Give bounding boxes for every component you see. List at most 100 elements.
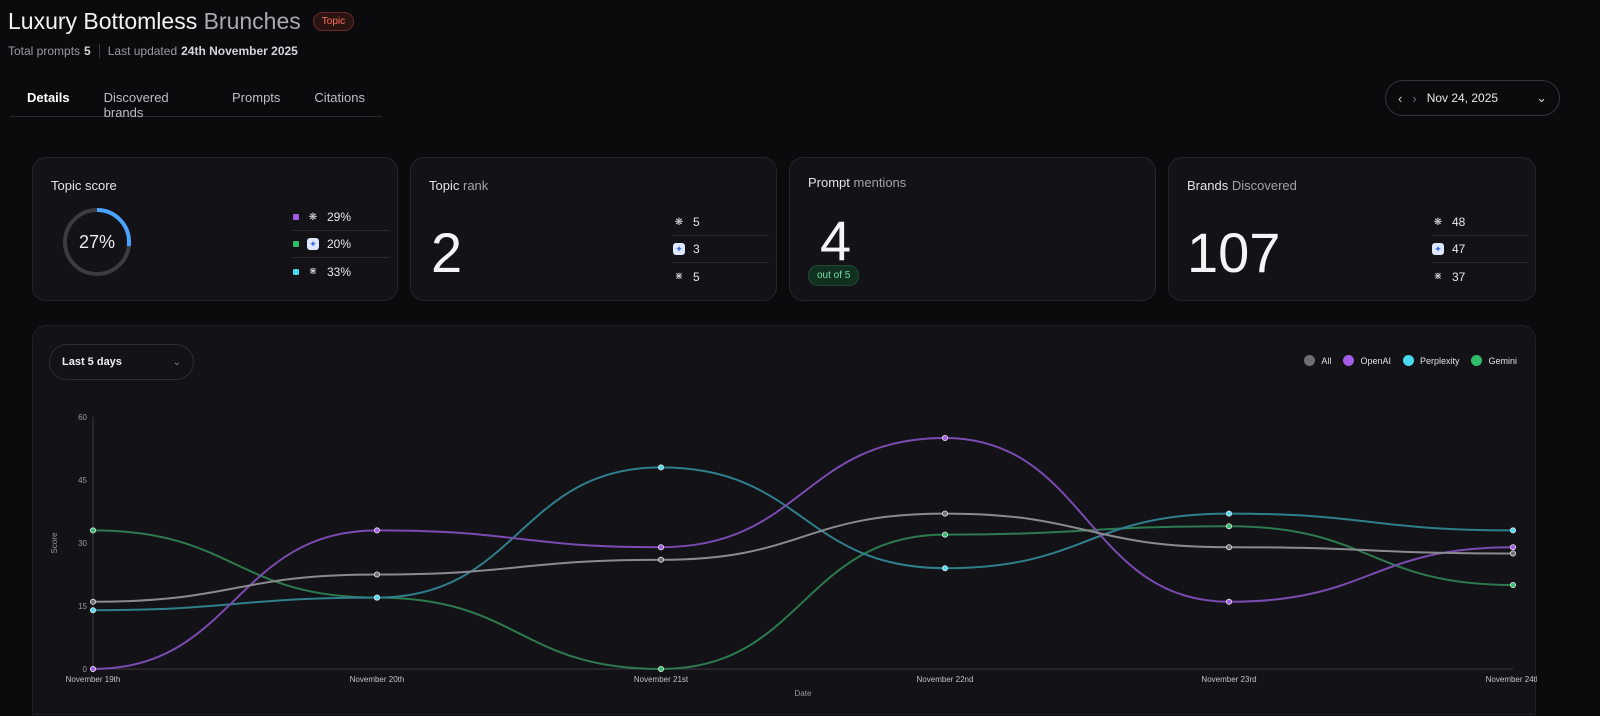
score-chart-card: Last 5 days ⌄ All OpenAI Perplexity Gemi… <box>32 325 1537 715</box>
breakdown-row-perplexity: ⋇ 5 <box>673 263 769 290</box>
x-tick-label: November 24th <box>1486 675 1537 684</box>
x-tick-label: November 21st <box>634 675 689 684</box>
breakdown-value: 33% <box>327 264 352 279</box>
topic-score-value: 27% <box>78 231 116 252</box>
y-tick-label: 0 <box>83 665 88 674</box>
data-point-all <box>373 571 380 578</box>
prompt-mentions-value: 4 <box>820 209 852 272</box>
gemini-icon: ✦ <box>1432 243 1444 255</box>
title-main: Luxury Bottomless <box>8 8 198 34</box>
y-tick-label: 45 <box>78 476 87 485</box>
series-line-perplexity <box>92 466 1514 612</box>
breakdown-value: 29% <box>327 210 352 224</box>
legend-label: Perplexity <box>1419 355 1460 366</box>
breakdown-row-openai: ❋ 29% <box>293 204 389 231</box>
chart-legend: All OpenAI Perplexity Gemini <box>1304 355 1517 366</box>
data-point-perplexity <box>1226 510 1233 517</box>
score-ring-progress <box>63 208 131 276</box>
date-picker[interactable]: ‹ › Nov 24, 2025 ⌄ <box>1385 80 1560 116</box>
tab-prompts[interactable]: Prompts <box>232 90 281 105</box>
data-point-gemini <box>1226 523 1233 530</box>
legend-item-openai[interactable]: OpenAI <box>1343 355 1391 366</box>
data-point-openai <box>373 527 380 534</box>
breakdown-value: 5 <box>693 215 700 229</box>
breakdown-value: 37 <box>1452 269 1466 284</box>
topic-score-card: Topic score 27% ❋ 29% ✦ 20% ⋇ 33% <box>32 157 398 301</box>
series-line-openai <box>92 436 1514 670</box>
topic-rank-value: 2 <box>431 221 463 284</box>
legend-dot <box>1402 355 1414 366</box>
card-title: Topic score <box>51 178 117 193</box>
title-light: Brunches <box>203 8 301 34</box>
topic-badge: Topic <box>312 12 355 31</box>
data-point-gemini <box>90 527 97 534</box>
data-point-openai <box>1226 598 1233 605</box>
tab-discovered-brands[interactable]: Discovered brands <box>103 90 169 120</box>
last-updated-value: 24th November 2025 <box>181 44 298 58</box>
legend-label: All <box>1321 355 1332 366</box>
card-title-main: Topic <box>51 178 82 193</box>
header-meta: Total prompts 5 Last updated 24th Novemb… <box>8 44 354 58</box>
data-point-gemini <box>658 665 665 672</box>
topic-score-breakdown: ❋ 29% ✦ 20% ⋇ 33% <box>293 204 389 285</box>
legend-item-perplexity[interactable]: Perplexity <box>1402 355 1460 366</box>
score-ring <box>63 208 131 276</box>
perplexity-icon: ⋇ <box>1433 271 1443 282</box>
openai-icon: ❋ <box>308 211 318 223</box>
total-prompts-label: Total prompts <box>8 44 81 58</box>
card-title-main: Brands <box>1187 178 1229 193</box>
breakdown-value: 20% <box>327 237 352 251</box>
brands-breakdown: ❋ 48 ✦ 47 ⋇ 37 <box>1432 209 1528 290</box>
card-title: Prompt mentions <box>808 175 906 190</box>
breakdown-row-gemini: ✦ 20% <box>293 231 389 258</box>
chevron-right-icon[interactable]: › <box>1412 90 1417 106</box>
openai-icon: ❋ <box>674 216 684 228</box>
tab-details[interactable]: Details <box>27 90 70 105</box>
chevron-left-icon[interactable]: ‹ <box>1398 90 1403 106</box>
tab-citations[interactable]: Citations <box>314 90 365 105</box>
gemini-icon: ✦ <box>307 238 319 250</box>
card-title-light: score <box>84 178 117 193</box>
legend-label: Gemini <box>1488 355 1517 366</box>
breakdown-row-gemini: ✦ 47 <box>1432 236 1528 263</box>
data-point-gemini <box>1510 581 1517 588</box>
series-line-all <box>92 512 1514 603</box>
data-point-perplexity <box>1510 527 1517 534</box>
data-point-all <box>1226 544 1233 551</box>
breakdown-value: 47 <box>1452 242 1466 256</box>
data-point-gemini <box>942 531 949 538</box>
openai-swatch <box>293 214 299 220</box>
y-tick-label: 15 <box>78 602 87 611</box>
legend-dot <box>1471 355 1483 366</box>
perplexity-icon: ⋇ <box>308 266 318 277</box>
prompt-mentions-card: Prompt mentions 4 out of 5 <box>789 157 1156 301</box>
page-title: Luxury Bottomless Brunches <box>8 8 301 35</box>
brands-discovered-value: 107 <box>1187 221 1281 284</box>
meta-divider <box>98 44 100 58</box>
breakdown-row-perplexity: ⋇ 37 <box>1432 263 1528 290</box>
out-of-pill: out of 5 <box>808 265 860 286</box>
chevron-down-icon[interactable]: ⌄ <box>1536 90 1547 105</box>
series-line-gemini <box>92 525 1514 671</box>
range-select[interactable]: Last 5 days ⌄ <box>49 344 194 380</box>
legend-item-all[interactable]: All <box>1304 355 1331 366</box>
card-title-main: Prompt <box>808 175 850 190</box>
selected-date: Nov 24, 2025 <box>1426 91 1499 105</box>
data-point-perplexity <box>658 464 665 471</box>
data-point-openai <box>942 435 949 442</box>
x-axis-label: Date <box>795 689 812 698</box>
data-point-all <box>90 598 97 605</box>
breakdown-value: 48 <box>1452 215 1466 229</box>
legend-item-gemini[interactable]: Gemini <box>1471 355 1517 366</box>
legend-dot <box>1304 355 1316 366</box>
card-title: Topic rank <box>429 178 488 193</box>
x-tick-label: November 20th <box>350 675 405 684</box>
data-point-perplexity <box>373 594 380 601</box>
data-point-perplexity <box>942 565 949 572</box>
page-header: Luxury Bottomless Brunches Topic Total p… <box>8 8 355 58</box>
legend-dot <box>1343 355 1355 366</box>
y-axis-label: Score <box>50 532 59 553</box>
breakdown-row-perplexity: ⋇ 33% <box>293 258 389 285</box>
breakdown-row-gemini: ✦ 3 <box>673 236 769 263</box>
x-tick-label: November 22nd <box>917 675 974 684</box>
